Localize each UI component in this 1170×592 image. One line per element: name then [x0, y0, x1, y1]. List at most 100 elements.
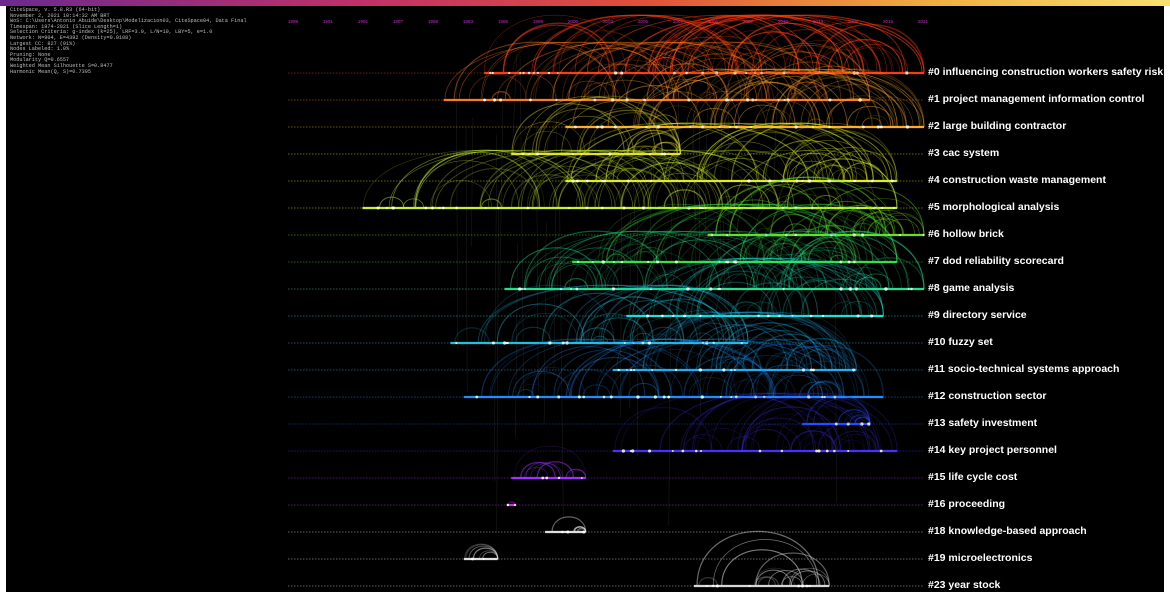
publication-node[interactable] [482, 558, 485, 560]
publication-node[interactable] [852, 368, 856, 372]
cluster-row-18[interactable] [288, 516, 924, 534]
publication-node[interactable] [571, 153, 574, 155]
publication-node[interactable] [609, 395, 613, 399]
publication-node[interactable] [646, 260, 650, 264]
publication-node[interactable] [833, 395, 837, 399]
publication-node[interactable] [856, 314, 860, 318]
publication-node[interactable] [662, 395, 666, 399]
publication-node[interactable] [621, 449, 625, 453]
publication-node[interactable] [601, 260, 605, 264]
publication-node[interactable] [899, 234, 901, 236]
publication-node[interactable] [727, 99, 730, 101]
publication-node[interactable] [812, 368, 815, 372]
publication-node[interactable] [636, 395, 640, 399]
publication-node[interactable] [576, 260, 580, 264]
cluster-label-23[interactable]: #23 year stock [928, 579, 1001, 591]
publication-node[interactable] [545, 476, 549, 480]
publication-node[interactable] [892, 207, 895, 209]
publication-node[interactable] [754, 98, 758, 102]
publication-node[interactable] [783, 98, 786, 102]
publication-node[interactable] [730, 368, 733, 372]
publication-node[interactable] [660, 152, 664, 156]
publication-node[interactable] [505, 341, 509, 345]
publication-node[interactable] [705, 584, 708, 588]
publication-node[interactable] [807, 395, 811, 399]
publication-node[interactable] [791, 315, 794, 317]
publication-node[interactable] [506, 503, 510, 507]
cluster-label-15[interactable]: #15 life cycle cost [928, 471, 1018, 483]
publication-node[interactable] [809, 368, 813, 372]
publication-node[interactable] [571, 179, 575, 183]
publication-node[interactable] [860, 422, 864, 426]
publication-node[interactable] [674, 260, 678, 264]
publication-node[interactable] [484, 207, 487, 209]
publication-node[interactable] [786, 98, 790, 102]
publication-node[interactable] [532, 71, 535, 75]
publication-node[interactable] [830, 233, 833, 237]
publication-node[interactable] [508, 71, 511, 75]
publication-node[interactable] [600, 125, 604, 129]
publication-node[interactable] [561, 341, 565, 345]
publication-node[interactable] [493, 98, 496, 102]
publication-node[interactable] [833, 449, 836, 453]
publication-node[interactable] [611, 98, 615, 102]
publication-node[interactable] [536, 395, 540, 399]
publication-node[interactable] [847, 260, 851, 264]
publication-node[interactable] [528, 395, 531, 399]
publication-node[interactable] [854, 287, 858, 291]
publication-node[interactable] [718, 260, 721, 264]
publication-node[interactable] [438, 206, 441, 210]
publication-node[interactable] [575, 287, 579, 291]
publication-node[interactable] [785, 233, 788, 237]
publication-node[interactable] [674, 368, 678, 372]
cluster-row-16[interactable] [288, 500, 924, 507]
publication-node[interactable] [600, 206, 604, 210]
publication-node[interactable] [575, 179, 579, 183]
cluster-label-12[interactable]: #12 construction sector [928, 390, 1047, 402]
publication-node[interactable] [647, 341, 652, 345]
publication-node[interactable] [781, 206, 784, 210]
publication-node[interactable] [566, 530, 570, 534]
publication-node[interactable] [499, 98, 503, 102]
publication-node[interactable] [672, 71, 676, 75]
publication-node[interactable] [648, 449, 652, 453]
publication-node[interactable] [782, 287, 785, 291]
publication-node[interactable] [730, 395, 733, 399]
publication-node[interactable] [879, 449, 883, 453]
publication-node[interactable] [876, 125, 880, 129]
publication-node[interactable] [591, 261, 594, 263]
publication-node[interactable] [524, 287, 527, 291]
cluster-timeline[interactable]: 1998 1991 1991 1997 1988 1983 1986 1999 2000 2003… [6, 6, 1164, 592]
publication-node[interactable] [782, 71, 786, 75]
publication-node[interactable] [704, 207, 707, 209]
publication-node[interactable] [574, 125, 577, 129]
publication-node[interactable] [856, 207, 859, 209]
publication-node[interactable] [656, 260, 660, 264]
publication-node[interactable] [596, 125, 599, 129]
publication-node[interactable] [555, 99, 558, 101]
publication-node[interactable] [570, 288, 573, 290]
publication-node[interactable] [556, 72, 559, 74]
cluster-label-6[interactable]: #6 hollow brick [928, 228, 1004, 240]
publication-node[interactable] [801, 368, 806, 372]
publication-node[interactable] [890, 179, 894, 183]
publication-node[interactable] [698, 368, 703, 372]
publication-node[interactable] [623, 206, 626, 210]
publication-node[interactable] [852, 233, 856, 237]
publication-node[interactable] [828, 98, 832, 102]
publication-node[interactable] [760, 71, 763, 75]
publication-node[interactable] [794, 206, 797, 210]
cluster-row-15[interactable] [288, 445, 924, 480]
publication-node[interactable] [808, 584, 811, 588]
publication-node[interactable] [714, 71, 719, 75]
publication-node[interactable] [646, 314, 650, 318]
publication-node[interactable] [805, 584, 809, 588]
cluster-row-11[interactable] [288, 311, 924, 372]
publication-node[interactable] [687, 206, 691, 210]
publication-node[interactable] [513, 503, 517, 507]
cluster-label-13[interactable]: #13 safety investment [928, 417, 1038, 429]
publication-node[interactable] [815, 449, 818, 453]
publication-node[interactable] [585, 179, 589, 183]
publication-node[interactable] [608, 152, 612, 156]
publication-node[interactable] [880, 206, 884, 210]
